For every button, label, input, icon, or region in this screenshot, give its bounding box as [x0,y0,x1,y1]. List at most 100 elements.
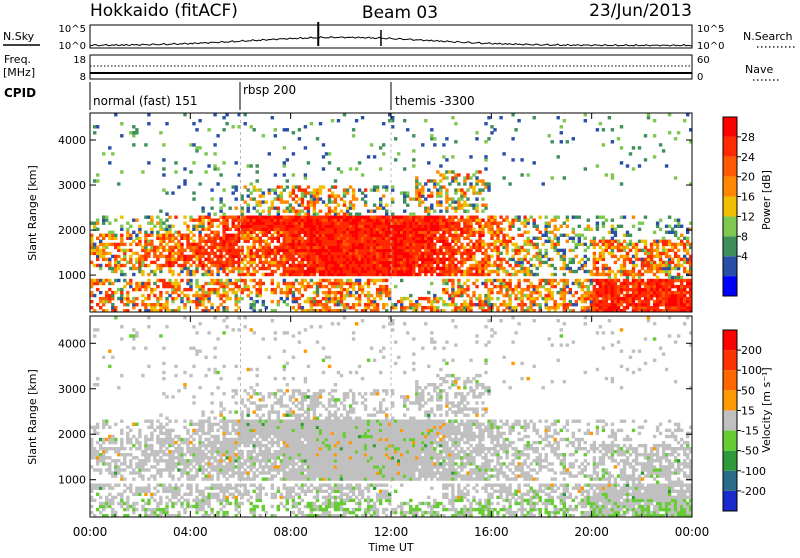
power-cell [671,246,674,249]
power-cell [241,267,244,270]
power-cell [373,249,376,252]
power-cell [523,288,526,291]
power-cell [292,216,295,219]
power-cell [361,252,364,255]
power-cell [198,303,201,306]
power-cell [611,140,614,143]
power-cell [394,240,397,243]
power-cell [177,231,180,234]
colorbar-swatch [723,177,737,197]
power-cell [617,300,620,303]
power-cell [361,191,364,194]
power-cell [156,264,159,267]
velocity-cell [126,499,129,502]
power-cell [668,267,671,270]
power-cell [554,300,557,303]
power-cell [292,267,295,270]
power-cell [355,273,358,276]
power-cell [656,285,659,288]
power-cell [451,207,454,210]
power-cell [319,279,322,282]
power-cell [608,303,611,306]
power-cell [439,164,442,167]
power-cell [334,279,337,282]
power-cell [385,240,388,243]
velocity-cell [138,462,141,465]
colorbar-tick-label: 24 [741,151,755,164]
power-cell [632,273,635,276]
power-cell [415,185,418,188]
power-cell [442,234,445,237]
power-cell [469,258,472,261]
power-cell [355,279,358,282]
power-cell [253,270,256,273]
power-cell [662,285,665,288]
power-cell [448,182,451,185]
power-cell [545,303,548,306]
power-cell [219,294,222,297]
power-cell [340,297,343,300]
power-cell [358,279,361,282]
power-cell [394,222,397,225]
power-cell [322,258,325,261]
power-cell [481,219,484,222]
power-cell [222,270,225,273]
power-cell [638,240,641,243]
power-cell [262,273,265,276]
velocity-cell [132,468,135,471]
power-cell [508,303,511,306]
power-cell [253,306,256,309]
power-cell [132,134,135,137]
power-cell [328,297,331,300]
power-cell [373,258,376,261]
power-cell [644,216,647,219]
velocity-cell [135,456,138,459]
power-cell [430,270,433,273]
power-cell [421,200,424,203]
power-cell [253,273,256,276]
power-cell [343,240,346,243]
power-cell [222,288,225,291]
power-cell [102,249,105,252]
power-cell [304,125,307,128]
velocity-cell [132,328,135,331]
power-cell [219,240,222,243]
power-cell [677,255,680,258]
power-cell [310,261,313,264]
power-cell [448,273,451,276]
power-cell [542,182,545,185]
power-cell [232,270,235,273]
power-cell [241,291,244,294]
power-cell [337,204,340,207]
power-cell [590,291,593,294]
power-cell [671,249,674,252]
velocity-cell [99,471,102,474]
power-cell [605,294,608,297]
velocity-cell [135,502,138,505]
power-cell [533,291,536,294]
power-cell [551,282,554,285]
power-cell [183,234,186,237]
velocity-cell [105,468,108,471]
power-cell [469,249,472,252]
power-cell [367,225,370,228]
power-cell [337,246,340,249]
power-cell [496,285,499,288]
power-cell [394,228,397,231]
power-cell [421,246,424,249]
power-cell [409,270,412,273]
power-cell [499,228,502,231]
power-cell [463,210,466,213]
power-cell [469,219,472,222]
power-cell [545,231,548,234]
power-cell [262,264,265,267]
power-cell [232,237,235,240]
power-cell [415,243,418,246]
power-cell [605,267,608,270]
power-cell [668,279,671,282]
power-cell [439,173,442,176]
power-cell [102,237,105,240]
power-cell [593,291,596,294]
power-cell [557,216,560,219]
power-cell [286,234,289,237]
